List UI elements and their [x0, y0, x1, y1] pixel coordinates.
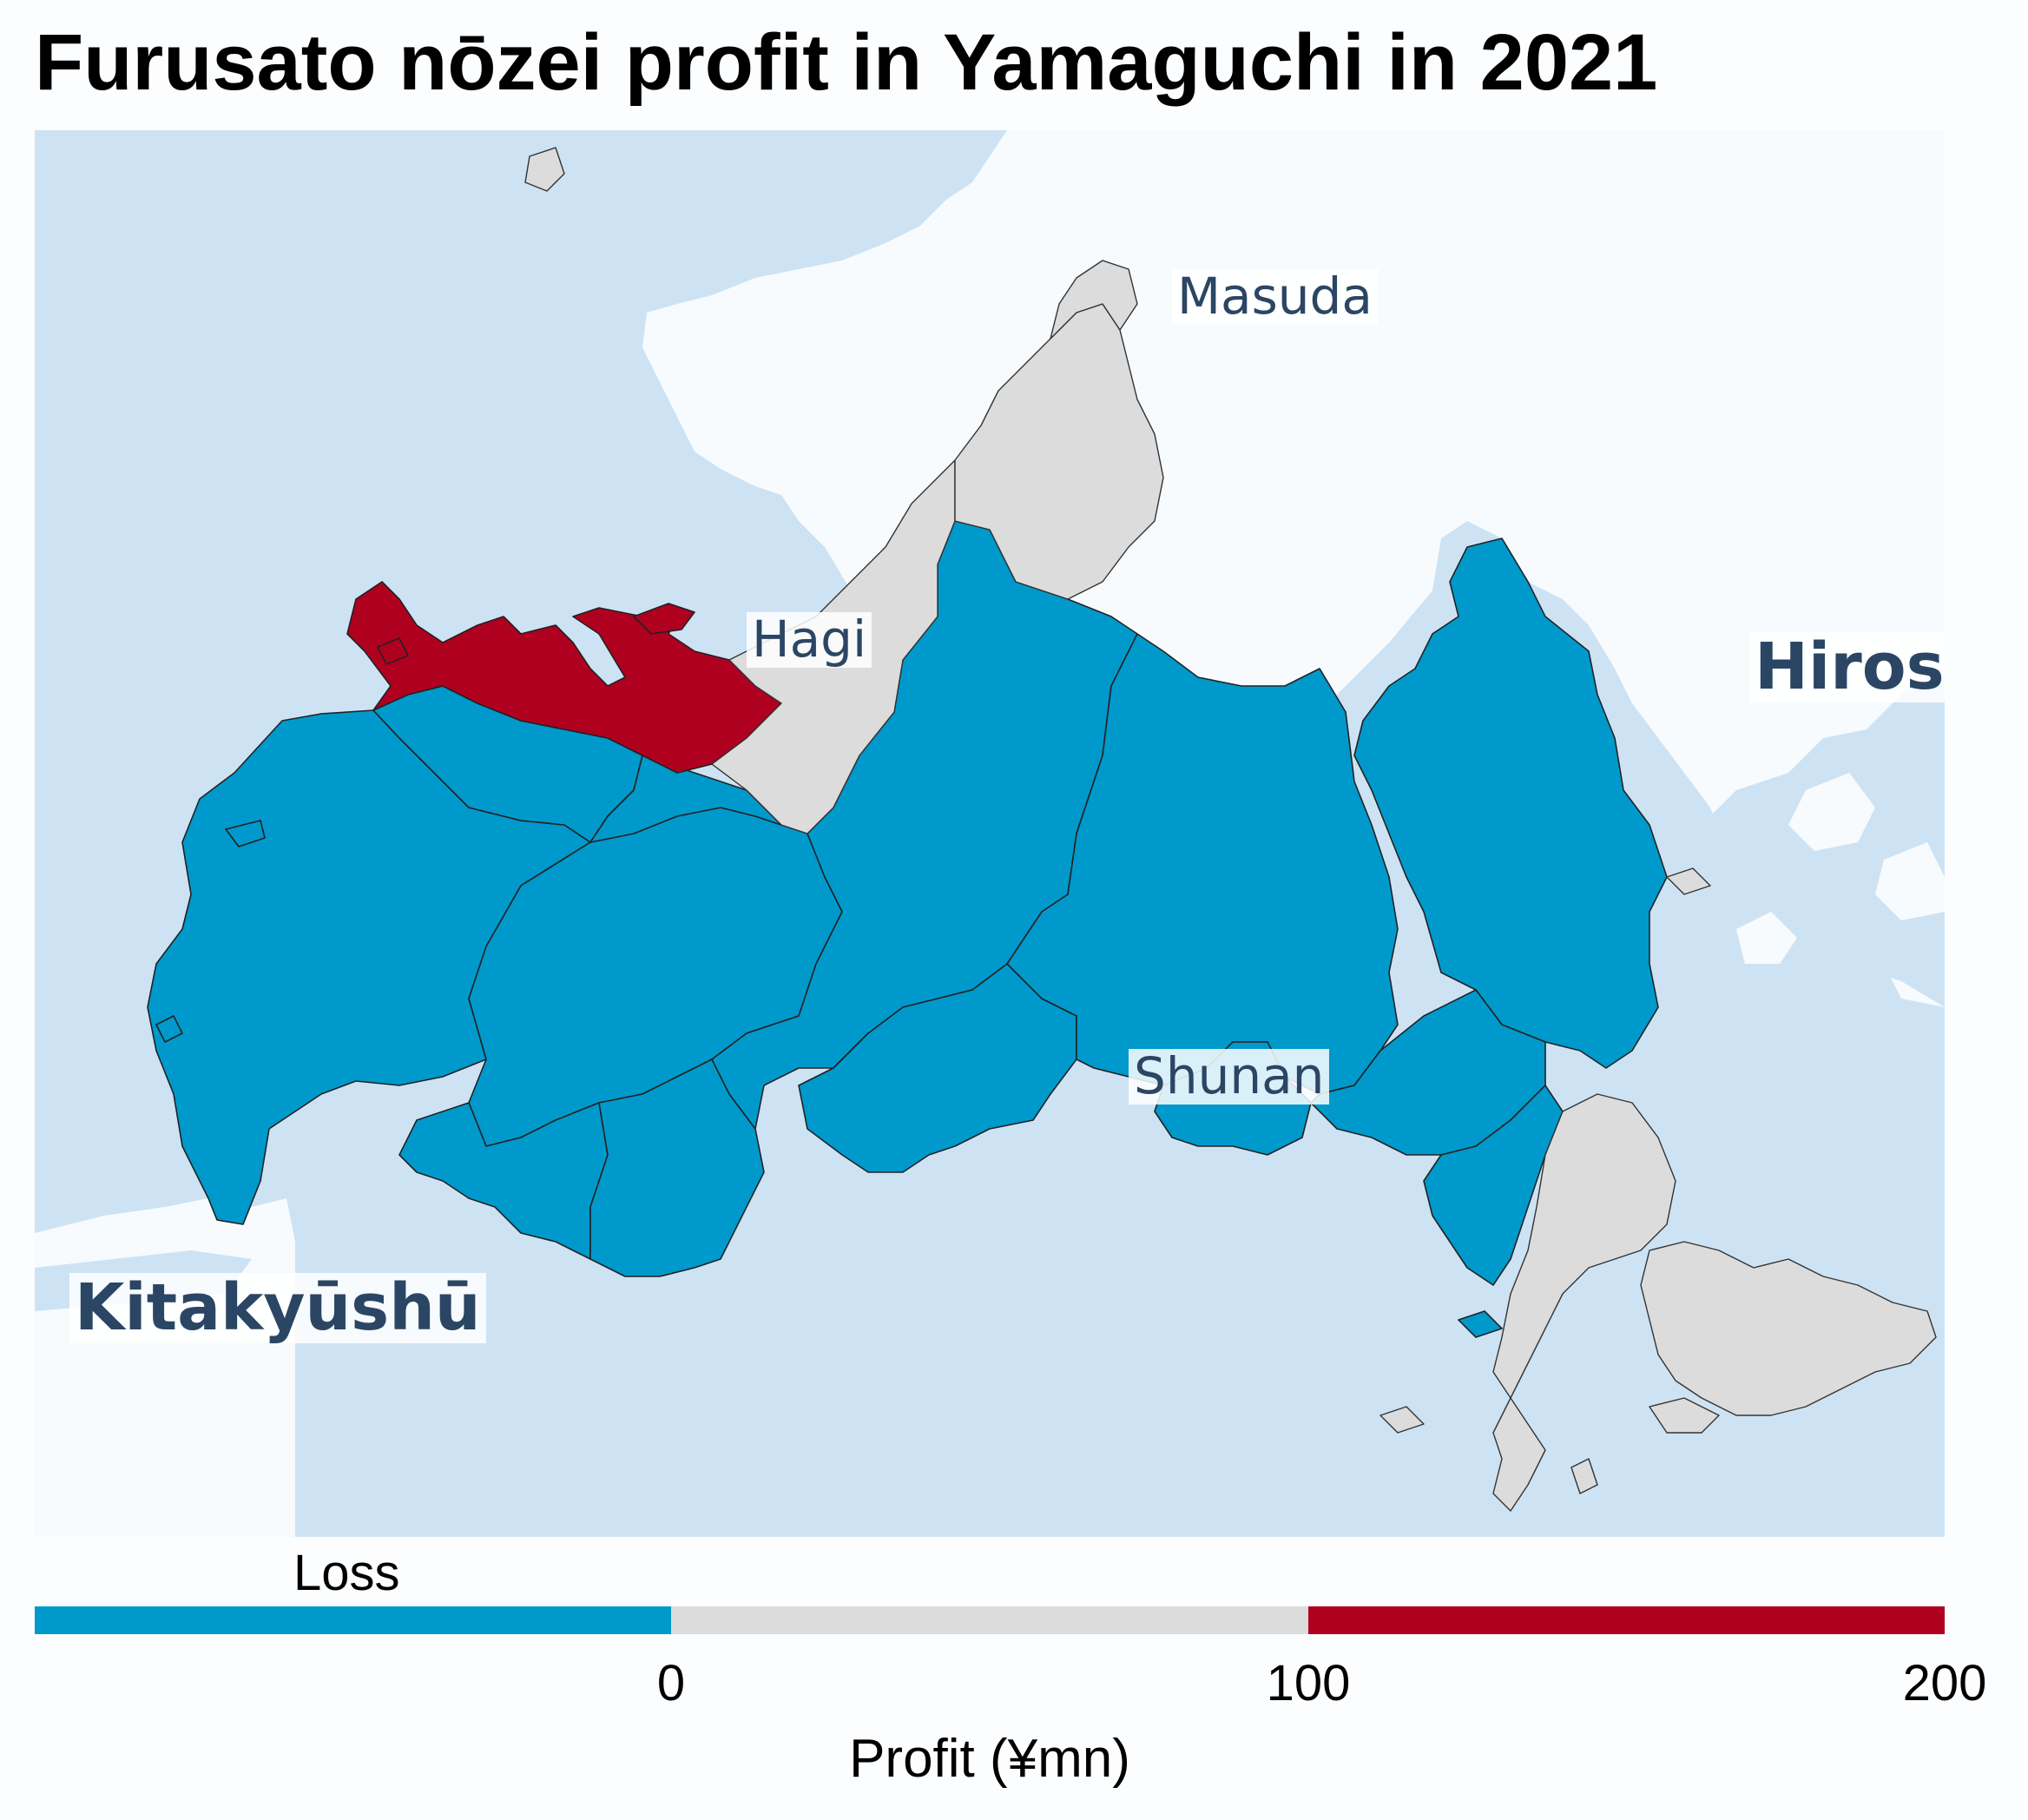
legend-bin-low: [671, 1606, 1308, 1634]
island-grey-3: [524, 147, 565, 192]
municipality-iwakuni: [1353, 537, 1668, 1069]
municipality-abu: [954, 303, 1164, 600]
legend-title: Profit (¥mn): [849, 1729, 1130, 1789]
island-blue-3: [1458, 1310, 1503, 1338]
legend-tick-100: 100: [1266, 1655, 1351, 1711]
island-blue-1: [225, 820, 266, 847]
island-grey-1: [1379, 1406, 1425, 1434]
municipality-ube: [589, 1058, 765, 1277]
municipality-sanyo-onoda: [398, 1102, 609, 1260]
legend-tick-0: 0: [656, 1655, 686, 1711]
label-masuda: Masuda: [1172, 268, 1378, 325]
legend-loss-label: Loss: [293, 1545, 400, 1601]
island-red-2: [377, 637, 409, 665]
island-grey-5: [1570, 1458, 1598, 1494]
label-kitakyushu: Kitakyūshū: [69, 1272, 486, 1344]
municipality-susa: [1050, 260, 1138, 340]
legend-bin-loss: [35, 1606, 671, 1634]
island-red-1: [633, 603, 695, 635]
label-hiroshima: Hirosh: [1749, 631, 1945, 703]
municipality-hofu: [798, 963, 1077, 1173]
municipality-nagato-north: [346, 581, 782, 774]
map-title: Furusato nōzei profit in Yamaguchi in 20…: [35, 18, 1658, 107]
island-a: [1788, 773, 1875, 851]
kyushu: [35, 1198, 295, 1537]
island-c: [1736, 912, 1797, 964]
island-blue-2: [155, 1015, 183, 1043]
municipality-mine-north: [589, 755, 782, 843]
municipality-kaminoseki: [1492, 1397, 1546, 1512]
island-grey-4: [1666, 867, 1711, 895]
municipality-suo-oshima: [1640, 1241, 1937, 1416]
label-hagi: Hagi: [747, 611, 872, 668]
label-shunan: Shunan: [1129, 1048, 1330, 1105]
municipality-yanai: [1492, 1093, 1676, 1399]
legend-bin-high: [1308, 1606, 1945, 1634]
map-area: Masuda Hagi Hirosh Shunan Kitakyūshū: [35, 130, 1945, 1537]
legend-tick-200: 200: [1902, 1655, 1987, 1711]
municipality-tabuse: [1423, 1085, 1564, 1286]
island-grey-2: [1649, 1397, 1720, 1434]
island-b: [1875, 842, 1945, 920]
